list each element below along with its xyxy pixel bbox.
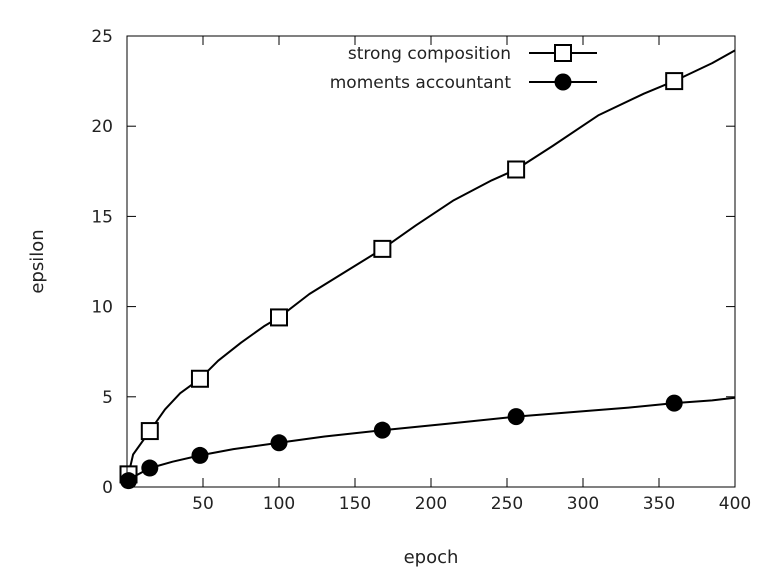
- x-tick-label: 50: [192, 494, 214, 514]
- data-point: [507, 408, 525, 426]
- data-point: [191, 446, 209, 464]
- legend: strong composition moments accountant: [330, 44, 597, 93]
- plot-frame: [126, 35, 736, 488]
- x-tick-label: 350: [643, 494, 675, 514]
- series-moments-accountant: [120, 394, 736, 490]
- x-axis-label: epoch: [404, 547, 459, 568]
- series-layer: [119, 49, 736, 490]
- data-point: [141, 459, 159, 477]
- x-tick-label: 100: [263, 494, 295, 514]
- data-point: [373, 421, 391, 439]
- series-strong-composition: [119, 49, 736, 484]
- y-tick-label: 0: [102, 478, 113, 498]
- y-tick-label: 15: [91, 207, 113, 227]
- legend-label: moments accountant: [330, 73, 512, 93]
- y-tick-label: 25: [91, 27, 113, 47]
- data-point: [270, 434, 288, 452]
- legend-label: strong composition: [348, 44, 511, 64]
- data-point: [140, 422, 159, 441]
- data-point: [120, 472, 138, 490]
- legend-marker: [554, 73, 572, 91]
- data-point: [665, 72, 684, 91]
- series-line: [127, 49, 736, 475]
- x-tick-label: 200: [415, 494, 447, 514]
- data-point: [507, 160, 526, 179]
- data-point: [373, 239, 392, 258]
- y-tick-label: 20: [91, 117, 113, 137]
- x-tick-label: 400: [719, 494, 751, 514]
- x-tick-label: 300: [567, 494, 599, 514]
- data-point: [270, 308, 288, 327]
- y-axis-label: epsilon: [27, 229, 48, 293]
- data-point: [665, 394, 683, 412]
- x-tick-label: 250: [491, 494, 523, 514]
- y-tick-label: 5: [102, 388, 113, 408]
- y-tick-label: 10: [91, 298, 113, 318]
- series-line: [127, 396, 736, 482]
- data-point: [190, 369, 209, 388]
- ticks-layer: 0 5 10 15 20 25 50 100 150 200 250 300 350 400: [91, 27, 751, 514]
- legend-marker: [554, 44, 572, 62]
- x-tick-label: 150: [339, 494, 371, 514]
